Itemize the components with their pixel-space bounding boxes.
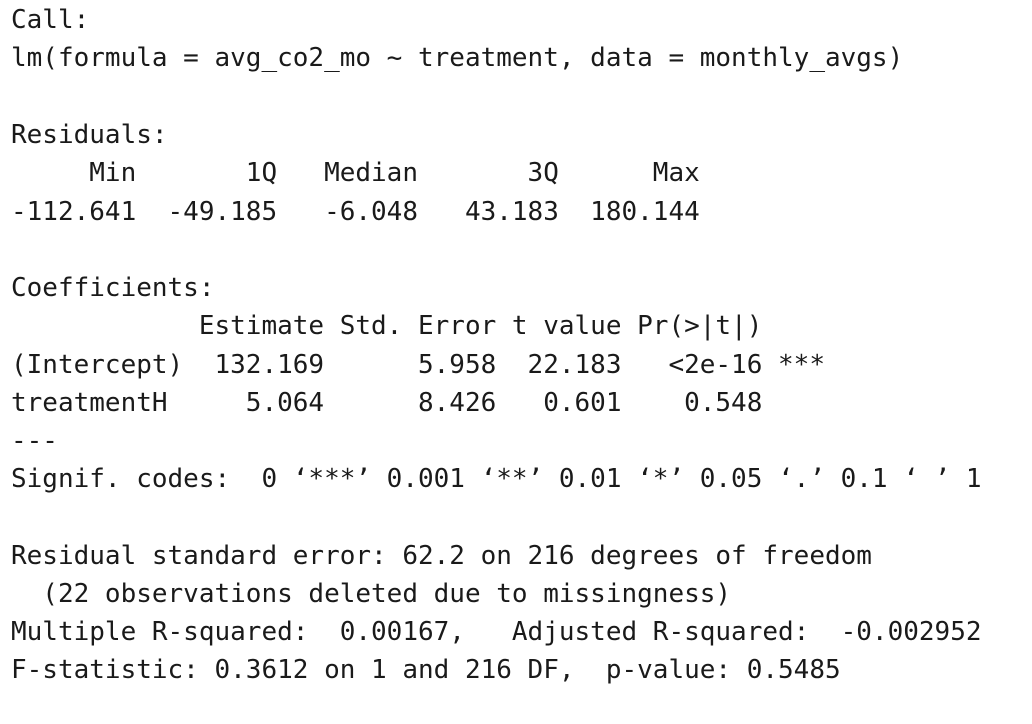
observations-deleted-note: (22 observations deleted due to missingn… — [11, 579, 732, 609]
residuals-column-headers: Min 1Q Median 3Q Max — [11, 158, 700, 188]
f-statistic-line: F-statistic: 0.3612 on 1 and 216 DF, p-v… — [11, 655, 841, 685]
call-formula: lm(formula = avg_co2_mo ~ treatment, dat… — [11, 43, 904, 73]
residuals-values: -112.641 -49.185 -6.048 43.183 180.144 — [11, 197, 700, 227]
residual-standard-error: Residual standard error: 62.2 on 216 deg… — [11, 541, 872, 571]
residuals-header: Residuals: — [11, 120, 168, 150]
coefficient-row-treatment: treatmentH 5.064 8.426 0.601 0.548 — [11, 388, 763, 418]
call-header: Call: — [11, 5, 90, 35]
separator-line: --- — [11, 426, 58, 456]
coefficients-header: Coefficients: — [11, 273, 215, 303]
coefficients-column-headers: Estimate Std. Error t value Pr(>|t|) — [11, 311, 763, 341]
r-squared-line: Multiple R-squared: 0.00167, Adjusted R-… — [11, 617, 982, 647]
coefficient-row-intercept: (Intercept) 132.169 5.958 22.183 <2e-16 … — [11, 350, 825, 380]
signif-codes: Signif. codes: 0 ‘***’ 0.001 ‘**’ 0.01 ‘… — [11, 464, 982, 494]
